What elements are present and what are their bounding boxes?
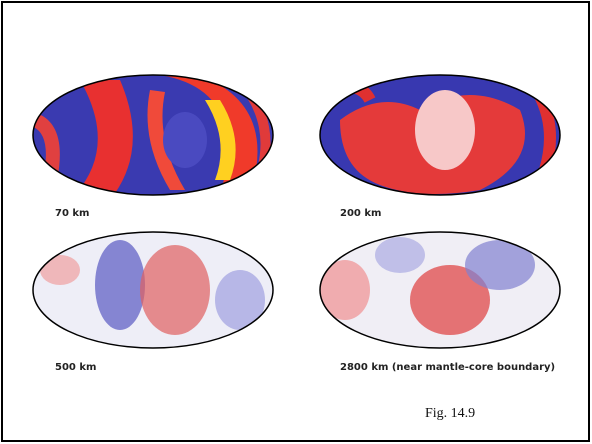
map-outline (32, 74, 274, 196)
map-500km (33, 232, 273, 348)
panel-label: 70 km (55, 208, 89, 219)
panel-label: 2800 km (near mantle-core boundary) (340, 362, 555, 373)
map-outline (319, 231, 561, 349)
map-outline (319, 74, 561, 196)
panel-label: 500 km (55, 362, 96, 373)
map-70km (33, 75, 273, 195)
map-2800km (320, 232, 560, 348)
map-outline (32, 231, 274, 349)
panel-label: 200 km (340, 208, 381, 219)
caption: Fig. 14.9 (425, 406, 475, 421)
